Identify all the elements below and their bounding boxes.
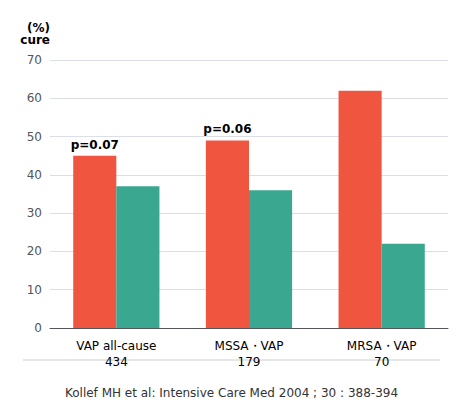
svg-text:MSSA・VAP: MSSA・VAP: [215, 339, 284, 353]
svg-text:70: 70: [27, 53, 42, 67]
svg-text:p=0.06: p=0.06: [203, 122, 251, 136]
svg-text:20: 20: [27, 244, 42, 258]
svg-text:40: 40: [27, 168, 42, 182]
svg-text:434: 434: [105, 355, 128, 369]
svg-text:cure: cure: [20, 33, 50, 47]
svg-text:10: 10: [27, 283, 42, 297]
svg-text:p=0.07: p=0.07: [71, 138, 119, 152]
svg-text:70: 70: [374, 355, 389, 369]
svg-text:VAP all-cause: VAP all-cause: [76, 339, 156, 353]
svg-text:179: 179: [238, 355, 261, 369]
svg-text:50: 50: [27, 130, 42, 144]
svg-text:MRSA・VAP: MRSA・VAP: [347, 339, 417, 353]
svg-text:30: 30: [27, 206, 42, 220]
svg-text:Kollef MH et al: Intensive Car: Kollef MH et al: Intensive Care Med 2004…: [65, 386, 398, 400]
svg-text:0: 0: [34, 321, 42, 335]
svg-text:60: 60: [27, 91, 42, 105]
